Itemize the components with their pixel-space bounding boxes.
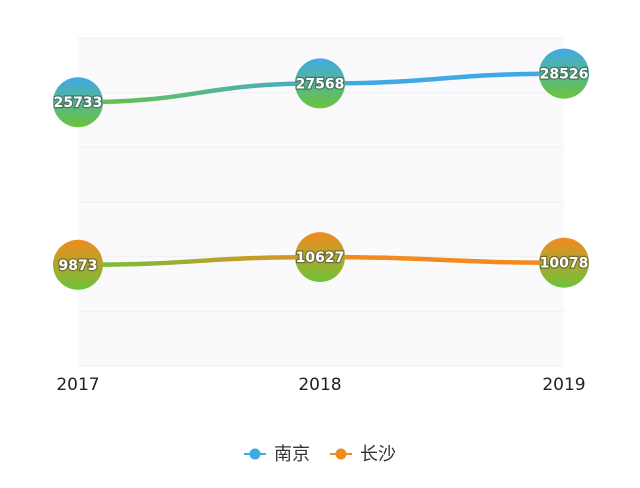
series-0: 25733 27568 28526 [52,48,590,128]
data-label: 10078 [540,256,589,272]
series-1: 9873 10627 10078 [53,232,590,290]
data-point[interactable] [295,232,345,283]
x-tick-label: 2017 [56,375,99,395]
x-tick-label: 2018 [298,375,341,395]
data-label: 10627 [296,250,345,266]
data-label: 9873 [59,258,98,274]
x-tick-label: 2019 [542,375,585,395]
legend-marker [249,448,261,460]
data-label: 25733 [54,95,103,111]
legend-item[interactable]: 南京 [244,444,310,465]
data-point[interactable] [539,48,589,99]
legend[interactable]: 南京 长沙 [244,444,396,465]
legend-label: 长沙 [360,444,396,465]
data-point[interactable] [539,237,589,288]
data-label: 28526 [540,67,589,83]
data-label: 27568 [296,76,345,92]
x-axis: 2017 2018 2019 [56,375,585,395]
data-point[interactable] [53,77,103,128]
legend-label: 南京 [274,444,310,465]
data-point[interactable] [53,239,103,290]
legend-item[interactable]: 长沙 [330,444,396,465]
data-point[interactable] [295,58,345,109]
legend-marker [335,448,347,460]
series-group: 25733 27568 28526 9873 10627 10078 [52,48,590,290]
